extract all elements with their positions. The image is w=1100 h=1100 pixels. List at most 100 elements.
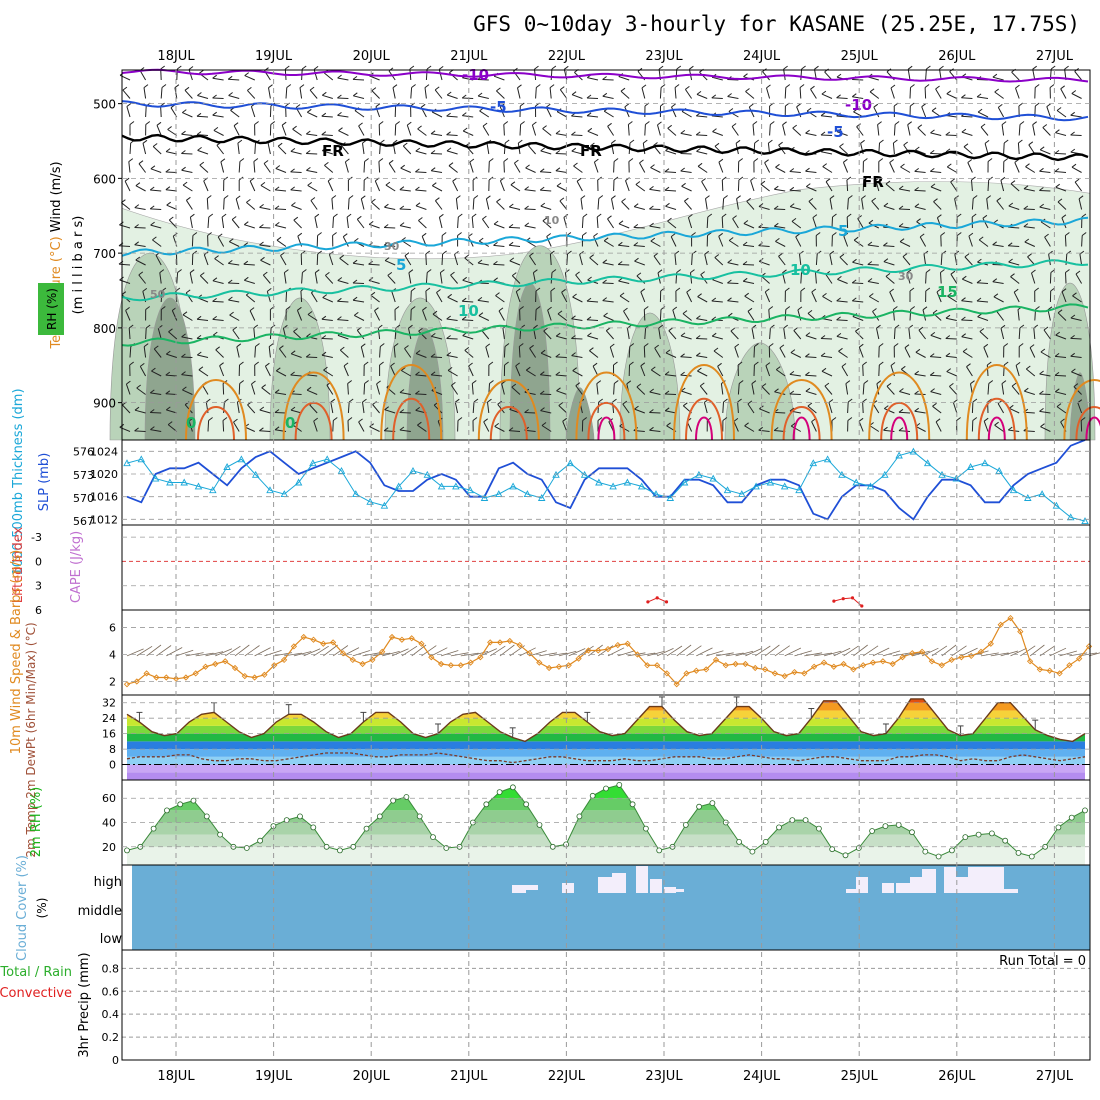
- wind-barb-flag: [950, 178, 955, 183]
- wind-barb-flag: [873, 103, 879, 108]
- wind-barb-flag: [968, 232, 974, 237]
- wind-barb: [150, 168, 162, 173]
- wind-barb: [852, 316, 864, 321]
- wind-barb-flag: [275, 367, 281, 372]
- wind-barb: [665, 374, 677, 377]
- wind-barb-flag: [789, 407, 795, 412]
- wind-barb: [360, 346, 365, 358]
- wind-barb: [379, 346, 381, 358]
- wind-barb-flag: [321, 147, 327, 152]
- wind-barb: [542, 220, 552, 229]
- wind-barb: [1081, 235, 1083, 247]
- wind-barb-flag: [181, 130, 186, 135]
- wind-barb-flag: [321, 112, 327, 117]
- wind-barb-flag: [743, 220, 749, 224]
- wind-barb-flag: [457, 213, 463, 218]
- rh-point: [163, 807, 170, 814]
- wind10m-speed-point: [899, 654, 906, 661]
- wind-barb: [587, 115, 599, 118]
- wind10m-speed-point: [300, 633, 307, 641]
- rh-point: [935, 853, 942, 860]
- wind-barb: [654, 347, 661, 358]
- wind-barb-flag: [142, 139, 148, 144]
- thickness-point: [738, 490, 746, 498]
- wind-barb: [586, 319, 599, 321]
- wind10m-speed-point: [889, 660, 896, 668]
- wind-barb-flag: [262, 271, 268, 276]
- wind-barb: [452, 180, 459, 192]
- wind-barb: [278, 348, 287, 358]
- wind-barb-flag: [918, 326, 924, 331]
- wind-barb-flag: [255, 343, 260, 347]
- wind-barb: [424, 87, 427, 99]
- wind-barb-flag: [853, 236, 859, 241]
- wind-barb-flag: [525, 164, 530, 169]
- wind-barb: [540, 393, 552, 395]
- wind-barb: [784, 87, 787, 99]
- wind-barb: [952, 402, 958, 414]
- wind-barb-flag: [650, 237, 656, 242]
- wind-barb-flag: [946, 368, 952, 373]
- wind-barb: [1018, 124, 1021, 136]
- wind-barb: [665, 410, 677, 414]
- wind-barb-flag: [404, 252, 410, 257]
- wind-barb: [566, 253, 568, 266]
- wind-barb-flag: [160, 65, 165, 70]
- wind-barb-flag: [978, 236, 984, 241]
- wind-barb-flag: [290, 147, 296, 152]
- wind-barb-flag: [415, 147, 421, 152]
- wind-barb: [841, 366, 849, 377]
- wind-barb-flag: [769, 121, 775, 125]
- wind10m-speed-point: [428, 654, 435, 661]
- wind10m-speed-point: [712, 656, 720, 664]
- wind-barb-flag: [899, 238, 905, 243]
- wind-barb-flag: [877, 121, 882, 125]
- wind-barb: [446, 115, 458, 118]
- wind-barb-flag: [902, 253, 908, 258]
- wind-barb-flag: [227, 279, 233, 284]
- wind-barb: [625, 180, 630, 192]
- wind-barb-flag: [680, 387, 686, 392]
- thickness-point: [795, 486, 803, 494]
- wind-barb-flag: [1081, 213, 1087, 218]
- wind10m-barb: [234, 644, 250, 657]
- wind-barb: [602, 262, 614, 266]
- wind-barb: [727, 282, 739, 284]
- wind-barb: [337, 319, 349, 321]
- wind-barb-flag: [166, 201, 171, 206]
- wind-barb: [220, 161, 225, 173]
- wind-barb-flag: [535, 287, 541, 292]
- wind-barb: [150, 429, 162, 432]
- wind-barb-flag: [208, 213, 214, 218]
- wind10m-barb: [706, 650, 724, 657]
- panel-frame-precip: [121, 949, 1091, 1061]
- wind-barb: [789, 393, 801, 395]
- wind-barb: [290, 374, 302, 377]
- wind-barb: [945, 134, 957, 136]
- wind-barb: [878, 364, 880, 377]
- wind-barb: [526, 369, 536, 377]
- wind-barb: [166, 353, 177, 358]
- wind-barb-flag: [550, 287, 556, 292]
- wind-barb: [892, 142, 895, 155]
- isotherm-20-loop: [477, 379, 540, 441]
- wind-barb-flag: [378, 158, 384, 162]
- wind-barb-flag: [878, 158, 884, 162]
- wind-barb-flag: [602, 92, 608, 97]
- wind-barb-flag: [392, 139, 398, 144]
- wind-barb: [399, 392, 411, 395]
- wind-barb: [549, 87, 552, 99]
- wind-barb-flag: [761, 383, 767, 388]
- wind-barb-flag: [790, 349, 796, 354]
- wind-barb-flag: [337, 277, 343, 281]
- wind-barb-flag: [461, 297, 467, 302]
- wind-barb-flag: [417, 421, 422, 426]
- wind-barb: [618, 244, 630, 247]
- wind-barb: [236, 346, 240, 358]
- wind-barb: [159, 272, 162, 284]
- wind-barb: [216, 144, 224, 155]
- wind-barb: [930, 186, 942, 192]
- wind-barb-flag: [520, 121, 525, 125]
- wind-barb: [448, 165, 458, 173]
- top-date-label: 22JUL: [548, 49, 586, 64]
